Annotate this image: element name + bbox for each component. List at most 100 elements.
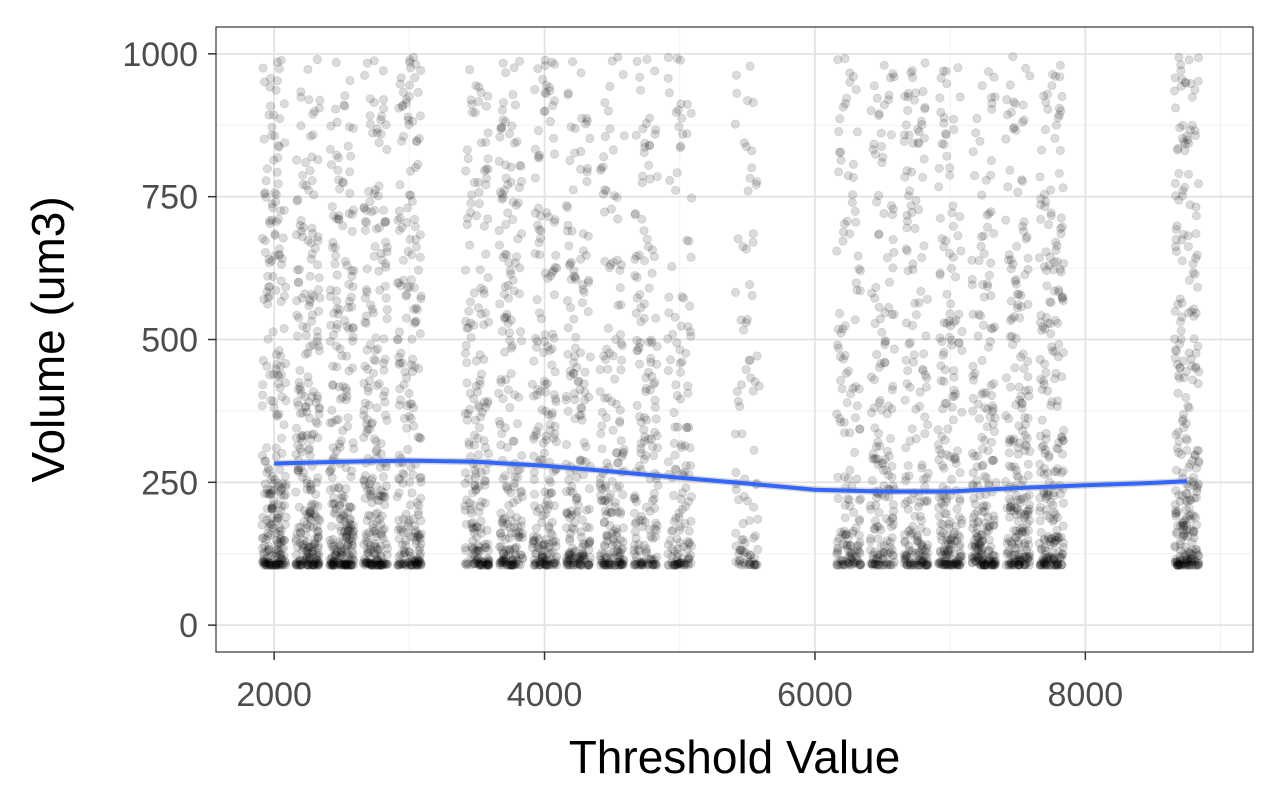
scatter-point (392, 560, 402, 570)
scatter-point (264, 560, 274, 570)
scatter-point (313, 543, 323, 553)
scatter-point (348, 323, 358, 333)
scatter-point (979, 231, 989, 241)
scatter-point (275, 559, 285, 569)
scatter-point (394, 488, 404, 498)
scatter-point (359, 203, 369, 213)
scatter-point (344, 296, 354, 306)
scatter-point (581, 442, 591, 452)
scatter-point (313, 433, 323, 443)
scatter-point (540, 500, 550, 510)
scatter-point (379, 492, 389, 502)
scatter-point (601, 344, 612, 354)
scatter-point (612, 192, 622, 202)
scatter-point (566, 122, 576, 132)
scatter-point (304, 445, 314, 455)
scatter-point (888, 560, 898, 570)
scatter-point (333, 558, 344, 568)
scatter-point (380, 259, 391, 269)
scatter-point (326, 320, 336, 330)
scatter-point (379, 365, 389, 375)
scatter-point (852, 401, 862, 411)
scatter-point (605, 81, 615, 92)
scatter-point (669, 407, 679, 418)
scatter-point (261, 192, 271, 202)
scatter-point (415, 230, 425, 240)
scatter-point (886, 522, 897, 532)
scatter-point (597, 421, 607, 431)
scatter-point (262, 488, 272, 498)
scatter-point (1054, 168, 1064, 178)
scatter-point (296, 92, 306, 102)
scatter-point (839, 472, 850, 482)
scatter-point (359, 410, 369, 420)
scatter-point (311, 552, 322, 562)
scatter-point (401, 509, 411, 519)
scatter-point (297, 447, 307, 457)
scatter-point (373, 560, 383, 570)
scatter-point (337, 490, 347, 500)
scatter-point (329, 507, 339, 518)
scatter-point (380, 410, 391, 420)
scatter-point (400, 367, 410, 377)
scatter-point (918, 542, 928, 552)
scatter-point (902, 223, 912, 233)
scatter-point (303, 185, 314, 195)
scatter-point (277, 392, 287, 402)
scatter-point (302, 552, 312, 563)
scatter-point (363, 537, 373, 548)
scatter-point (331, 362, 342, 372)
scatter-point (501, 173, 511, 183)
scatter-point (413, 159, 423, 170)
scatter-point (345, 188, 355, 198)
scatter-point (376, 528, 386, 539)
scatter-point (642, 234, 652, 244)
scatter-point (508, 436, 518, 446)
scatter-point (360, 293, 370, 303)
scatter-point (303, 378, 314, 388)
scatter-point (465, 297, 476, 307)
scatter-point (500, 68, 511, 78)
scatter-point (329, 499, 339, 509)
scatter-point (943, 424, 953, 434)
scatter-point (466, 198, 476, 208)
scatter-point (686, 108, 696, 118)
scatter-point (276, 259, 286, 269)
scatter-point (1171, 345, 1181, 355)
scatter-point (276, 543, 286, 554)
scatter-point (968, 406, 978, 416)
scatter-point (632, 272, 642, 283)
scatter-point (327, 560, 337, 570)
scatter-point (879, 540, 889, 550)
scatter-point (499, 289, 509, 299)
scatter-point (1003, 255, 1014, 265)
scatter-point (392, 492, 402, 502)
scatter-point (600, 393, 610, 403)
scatter-point (466, 332, 476, 343)
scatter-point (271, 560, 281, 570)
scatter-point (483, 545, 494, 556)
scatter-point (296, 528, 306, 538)
scatter-point (347, 554, 358, 565)
scatter-point (464, 306, 474, 316)
scatter-point (328, 557, 339, 568)
scatter-point (362, 287, 372, 297)
scatter-point (561, 391, 572, 402)
scatter-point (843, 366, 854, 376)
scatter-point (295, 385, 306, 395)
scatter-point (273, 557, 284, 568)
scatter-point (674, 508, 684, 518)
scatter-point (472, 387, 483, 397)
scatter-point (376, 550, 386, 561)
scatter-point (362, 557, 373, 567)
scatter-point (265, 73, 276, 84)
scatter-point (267, 255, 277, 266)
scatter-point (360, 556, 370, 566)
scatter-point (340, 516, 350, 526)
scatter-point (576, 146, 586, 157)
scatter-point (301, 509, 312, 519)
scatter-point (745, 61, 755, 71)
scatter-point (670, 185, 681, 195)
scatter-point (295, 408, 305, 419)
scatter-point (375, 285, 385, 295)
